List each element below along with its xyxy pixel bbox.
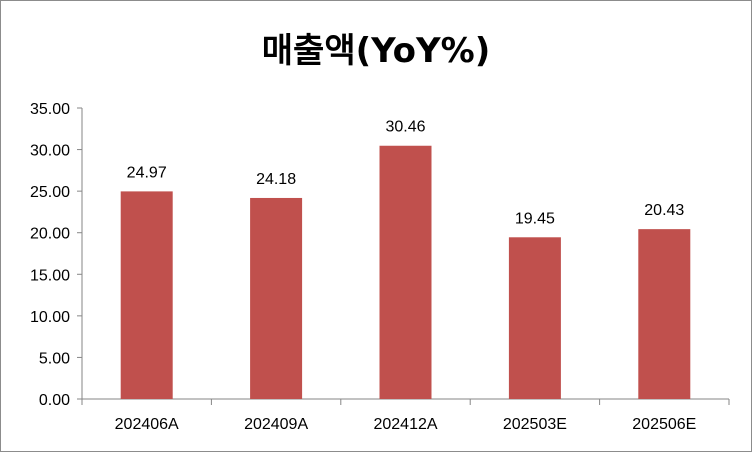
x-tick-label: 202503E [503,416,567,433]
y-tick-label: 35.00 [30,101,70,118]
y-tick-label: 30.00 [30,143,70,160]
data-label: 30.46 [385,119,425,136]
bar [250,197,303,399]
y-tick-label: 25.00 [30,184,70,201]
x-tick-label: 202406A [115,416,179,433]
labels: 0.00 5.00 10.00 15.00 20.00 25.00 30.00 35.00 24… [30,101,696,433]
y-tick-label: 15.00 [30,267,70,284]
data-label: 24.18 [256,171,296,188]
data-label: 20.43 [644,202,684,219]
y-tick-label: 10.00 [30,309,70,326]
x-tick-label: 202412A [373,416,437,433]
bars [120,145,691,399]
y-tick-label: 5.00 [39,350,70,367]
chart-title: 매출액(YoY%) [261,31,491,71]
x-tick-label: 202409A [244,416,308,433]
y-tick-label: 20.00 [30,226,70,243]
bar [508,237,561,399]
bar [638,229,691,399]
x-tick-label: 202506E [632,416,696,433]
data-label: 19.45 [515,210,555,227]
y-tick-label: 0.00 [39,392,70,409]
data-label: 24.97 [127,164,167,181]
bar [120,191,173,399]
bar [379,145,432,399]
